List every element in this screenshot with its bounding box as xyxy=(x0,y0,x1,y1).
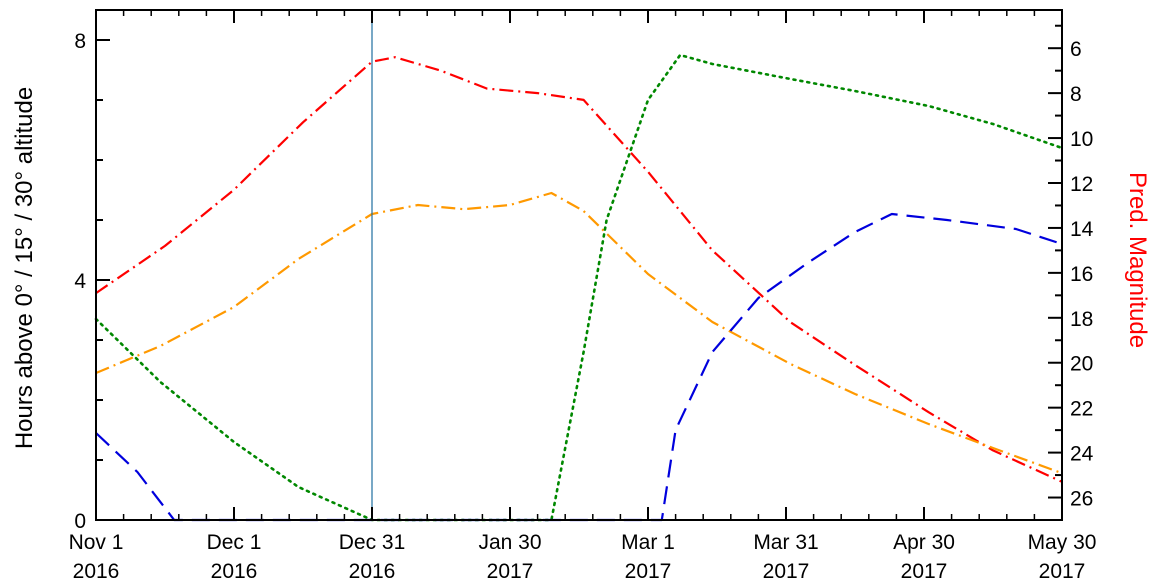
left-tick-label: 4 xyxy=(74,270,86,293)
x-tick-year-label: 2017 xyxy=(763,560,810,583)
x-tick-label: Dec 31 xyxy=(339,531,406,554)
x-tick-year-label: 2017 xyxy=(901,560,948,583)
series-layer xyxy=(94,53,1064,522)
right-tick-label: 24 xyxy=(1070,443,1094,466)
series-line-2 xyxy=(95,191,1063,475)
left-tick-label: 0 xyxy=(74,510,86,533)
x-tick-label: Mar 1 xyxy=(621,531,675,554)
x-tick-year-label: 2017 xyxy=(625,560,672,583)
x-tick-year-label: 2016 xyxy=(211,560,258,583)
x-tick-label: May 30 xyxy=(1028,531,1097,554)
x-tick-label: Mar 31 xyxy=(753,531,818,554)
right-tick-label: 16 xyxy=(1070,263,1093,286)
x-tick-year-label: 2017 xyxy=(1039,560,1086,583)
right-axis-title: Pred. Magnitude xyxy=(1124,172,1151,348)
x-tick-label: Dec 1 xyxy=(207,531,262,554)
right-tick-label: 10 xyxy=(1070,128,1093,151)
x-tick-label: Jan 30 xyxy=(478,531,541,554)
right-tick-label: 18 xyxy=(1070,308,1093,331)
right-tick-label: 22 xyxy=(1070,398,1093,421)
x-tick-label: Apr 30 xyxy=(893,531,955,554)
x-tick-year-label: 2016 xyxy=(73,560,120,583)
x-tick-year-label: 2016 xyxy=(349,560,396,583)
left-axis-title: Hours above 0° / 15° / 30° altitude xyxy=(11,87,38,449)
series-line-1 xyxy=(95,56,1063,483)
series-line-4 xyxy=(95,212,1063,522)
right-tick-label: 12 xyxy=(1070,173,1093,196)
right-tick-label: 26 xyxy=(1070,488,1093,511)
plot-frame xyxy=(95,9,1063,521)
right-tick-label: 8 xyxy=(1070,83,1082,106)
tick-layer xyxy=(95,10,1063,521)
right-tick-label: 14 xyxy=(1070,218,1094,241)
left-tick-label: 8 xyxy=(74,30,86,53)
x-tick-year-label: 2017 xyxy=(487,560,534,583)
series-line-3 xyxy=(94,53,1064,522)
right-tick-label: 6 xyxy=(1070,38,1082,61)
x-tick-label: Nov 1 xyxy=(69,531,124,554)
right-tick-label: 20 xyxy=(1070,353,1093,376)
